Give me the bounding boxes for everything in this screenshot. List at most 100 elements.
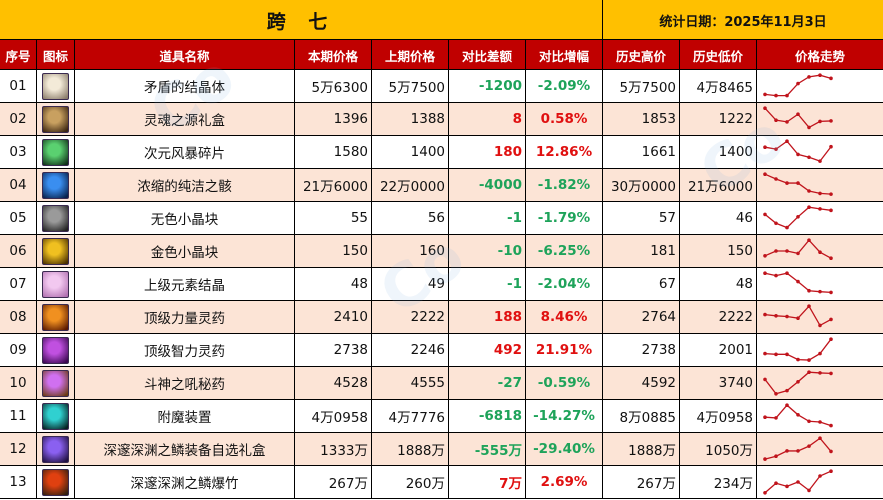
header-history-high: 历史高价 [603, 40, 680, 70]
price-difference: 180 [449, 136, 526, 168]
price-difference: 492 [449, 334, 526, 366]
previous-price: 49 [372, 268, 449, 300]
essence-icon [42, 171, 69, 199]
history-low: 1400 [680, 136, 757, 168]
price-trend-sparkline [757, 169, 883, 201]
change-percent: -1.79% [526, 202, 603, 234]
current-price: 4万0958 [295, 400, 372, 432]
price-difference: -6818 [449, 400, 526, 432]
history-low: 1222 [680, 103, 757, 135]
history-high: 181 [603, 235, 680, 267]
table-row: 01 矛盾的结晶体 5万6300 5万7500 -1200 -2.09% 5万7500 4万8… [0, 70, 883, 103]
abyss-firecracker-icon [42, 468, 69, 496]
table-body: 01 矛盾的结晶体 5万6300 5万7500 -1200 -2.09% 5万7500 4万8… [0, 70, 883, 499]
sparkline-chart [763, 271, 833, 295]
price-difference: -1 [449, 202, 526, 234]
abyss-gift-box-icon [42, 435, 69, 463]
table-row: 08 顶级力量灵药 2410 2222 188 8.46% 2764 2222 [0, 301, 883, 334]
change-percent: -14.27% [526, 400, 603, 432]
enchant-device-icon [42, 402, 69, 430]
current-price: 2410 [295, 301, 372, 333]
price-trend-sparkline [757, 136, 883, 168]
price-difference: -1200 [449, 70, 526, 102]
previous-price: 56 [372, 202, 449, 234]
history-low: 4万8465 [680, 70, 757, 102]
gold-cube-icon [42, 237, 69, 265]
price-trend-sparkline [757, 433, 883, 465]
row-number: 03 [0, 136, 37, 168]
table-row: 12 深邃深渊之鳞装备自选礼盒 1333万 1888万 -555万 -29.40% 1888… [0, 433, 883, 466]
item-name: 上级元素结晶 [75, 268, 295, 300]
header-icon: 图标 [37, 40, 75, 70]
previous-price: 1888万 [372, 433, 449, 465]
history-low: 46 [680, 202, 757, 234]
item-name: 矛盾的结晶体 [75, 70, 295, 102]
row-number: 01 [0, 70, 37, 102]
previous-price: 2222 [372, 301, 449, 333]
gift-box-icon [42, 105, 69, 133]
item-name: 顶级力量灵药 [75, 301, 295, 333]
row-number: 04 [0, 169, 37, 201]
price-trend-sparkline [757, 70, 883, 102]
change-percent: -1.82% [526, 169, 603, 201]
sparkline-chart [763, 370, 833, 396]
sparkline-chart [763, 304, 833, 328]
header-item-name: 道具名称 [75, 40, 295, 70]
history-high: 4592 [603, 367, 680, 399]
header-no: 序号 [0, 40, 37, 70]
table-row: 09 顶级智力灵药 2738 2246 492 21.91% 2738 2001 [0, 334, 883, 367]
current-price: 1333万 [295, 433, 372, 465]
row-number: 06 [0, 235, 37, 267]
current-price: 55 [295, 202, 372, 234]
history-low: 2001 [680, 334, 757, 366]
crystal-icon [42, 72, 69, 100]
history-low: 3740 [680, 367, 757, 399]
item-name: 金色小晶块 [75, 235, 295, 267]
change-percent: 2.69% [526, 466, 603, 498]
price-difference: -10 [449, 235, 526, 267]
price-trend-sparkline [757, 268, 883, 300]
row-number: 08 [0, 301, 37, 333]
current-price: 1580 [295, 136, 372, 168]
current-price: 2738 [295, 334, 372, 366]
previous-price: 160 [372, 235, 449, 267]
history-low: 21万6000 [680, 169, 757, 201]
intelligence-potion-icon [42, 336, 69, 364]
header-current-price: 本期价格 [295, 40, 372, 70]
price-difference: -27 [449, 367, 526, 399]
table-row: 03 次元风暴碎片 1580 1400 180 12.86% 1661 1400 [0, 136, 883, 169]
price-difference: -1 [449, 268, 526, 300]
table-row: 05 无色小晶块 55 56 -1 -1.79% 57 46 [0, 202, 883, 235]
sparkline-chart [763, 73, 833, 98]
shard-icon [42, 138, 69, 166]
strength-potion-icon [42, 303, 69, 331]
previous-price: 4555 [372, 367, 449, 399]
price-trend-sparkline [757, 235, 883, 267]
price-difference: -555万 [449, 433, 526, 465]
history-high: 57 [603, 202, 680, 234]
current-price: 4528 [295, 367, 372, 399]
history-high: 8万0885 [603, 400, 680, 432]
price-trend-sparkline [757, 202, 883, 234]
row-number: 02 [0, 103, 37, 135]
secret-potion-icon [42, 369, 69, 397]
sparkline-chart [763, 436, 833, 461]
previous-price: 260万 [372, 466, 449, 498]
row-number: 09 [0, 334, 37, 366]
item-name: 深邃深渊之鳞爆竹 [75, 466, 295, 498]
previous-price: 22万0000 [372, 169, 449, 201]
sparkline-chart [763, 139, 833, 163]
header-difference: 对比差额 [449, 40, 526, 70]
history-low: 1050万 [680, 433, 757, 465]
history-low: 234万 [680, 466, 757, 498]
title-row: 跨 七 统计日期：2025年11月3日 [0, 0, 883, 40]
change-percent: 12.86% [526, 136, 603, 168]
history-high: 30万0000 [603, 169, 680, 201]
row-number: 10 [0, 367, 37, 399]
history-low: 2222 [680, 301, 757, 333]
current-price: 5万6300 [295, 70, 372, 102]
change-percent: -2.04% [526, 268, 603, 300]
row-number: 12 [0, 433, 37, 465]
current-price: 1396 [295, 103, 372, 135]
